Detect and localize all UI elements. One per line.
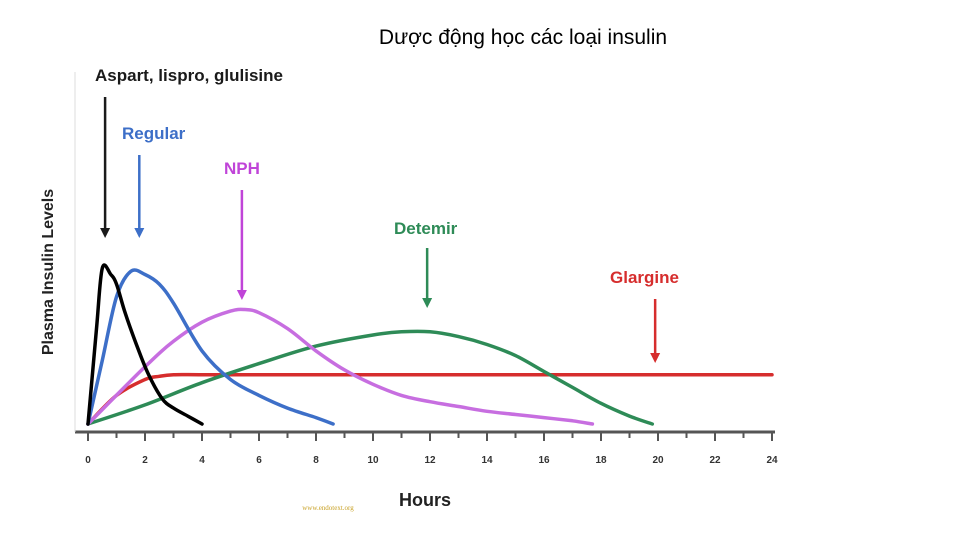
annotation-arrowhead-glargine <box>650 353 661 363</box>
annotation-label-detemir: Detemir <box>394 219 458 238</box>
annotation-arrowhead-nph <box>236 290 247 300</box>
x-tick-label: 2 <box>142 455 148 466</box>
series-line-detemir <box>86 329 655 426</box>
series-line-regular <box>86 268 335 426</box>
y-axis-title: Plasma Insulin Levels <box>40 189 57 355</box>
annotation-arrowhead-regular <box>134 228 145 238</box>
annotation-label-nph: NPH <box>224 159 260 178</box>
x-tick-label: 10 <box>367 455 379 466</box>
annotation-arrowhead-detemir <box>422 298 433 308</box>
x-tick-label: 16 <box>538 455 550 466</box>
x-tick-label: 12 <box>424 455 436 466</box>
x-tick-label: 22 <box>709 455 721 466</box>
annotation-arrowhead-aspart-lispro-glulisine <box>100 228 111 238</box>
series-line-aspart-lispro-glulisine <box>86 263 204 426</box>
annotation-label-aspart-lispro-glulisine: Aspart, lispro, glulisine <box>95 66 283 85</box>
annotation-label-glargine: Glargine <box>610 268 679 287</box>
x-tick-label: 6 <box>256 455 262 466</box>
series-line-nph <box>86 307 595 426</box>
x-tick-label: 18 <box>595 455 607 466</box>
x-tick-label: 4 <box>199 455 205 466</box>
annotations-group: Aspart, lispro, glulisine Regular NPH Detem… <box>95 66 679 363</box>
watermark: www.endotext.org <box>302 504 354 512</box>
x-tick-label: 24 <box>766 455 778 466</box>
slide-title: Dược động học các loại insulin <box>378 26 668 49</box>
x-tick-label: 14 <box>481 455 493 466</box>
x-tick-label: 8 <box>313 455 319 466</box>
annotation-label-regular: Regular <box>122 124 186 143</box>
series-line-glargine <box>86 372 774 426</box>
x-axis-title: Hours <box>399 490 451 510</box>
axes: 0 2 4 6 8 10 12 14 16 18 20 22 24 <box>74 72 778 466</box>
x-tick-label: 20 <box>652 455 664 466</box>
x-tick-label: 0 <box>85 455 91 466</box>
series-group <box>86 263 774 426</box>
